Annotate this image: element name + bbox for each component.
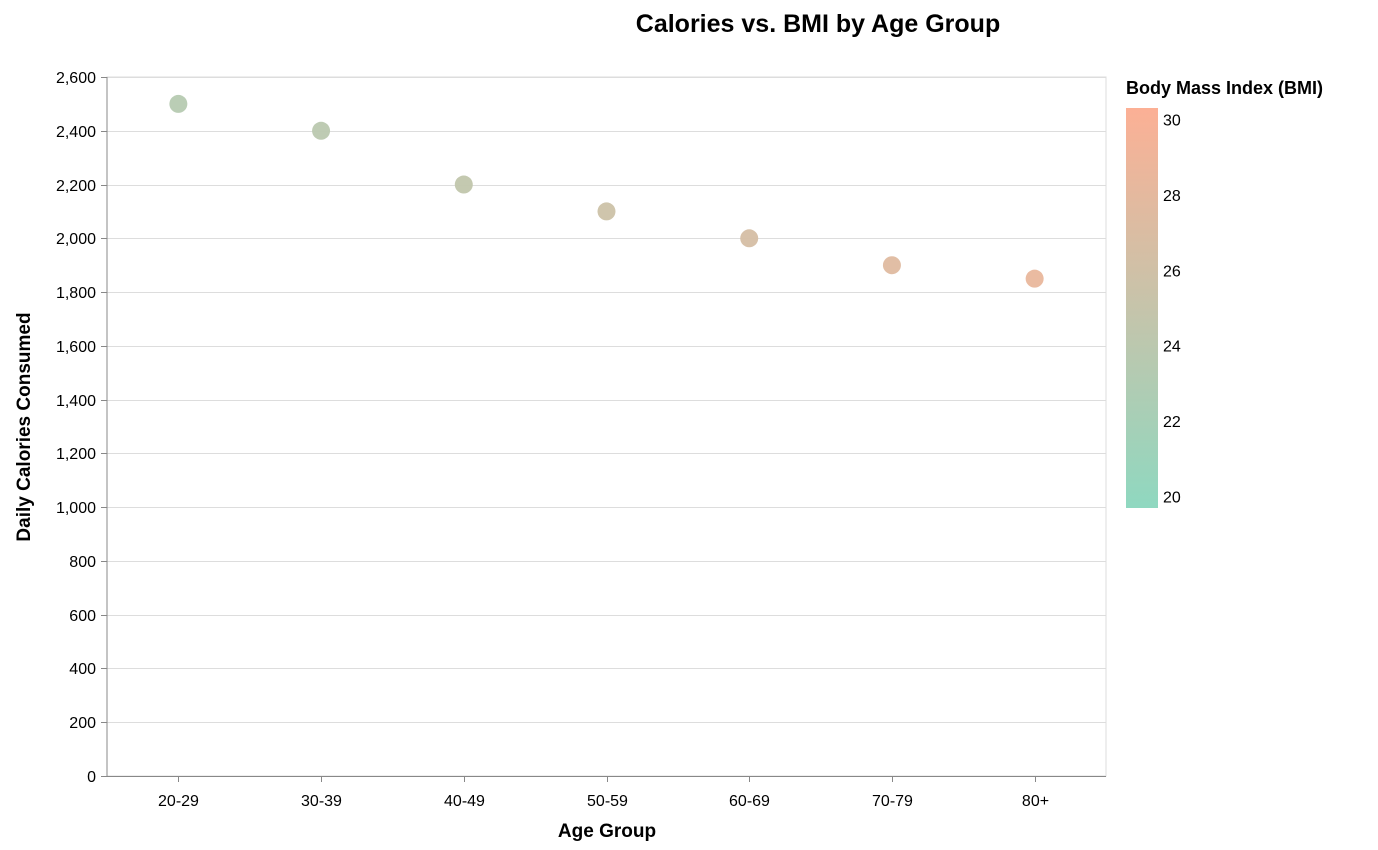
- legend-tick-label: 24: [1163, 339, 1181, 356]
- data-point: [597, 202, 616, 221]
- y-tick-label: 800: [69, 554, 96, 571]
- y-tick-label: 2,000: [56, 231, 96, 248]
- data-point: [312, 121, 331, 140]
- data-points: [169, 94, 1044, 288]
- x-axis: 20-29 30-39 40-49 50-59 60-69 70-79 80+: [158, 776, 1049, 810]
- y-axis-title: Daily Calories Consumed: [14, 312, 35, 541]
- y-tick-label: 1,200: [56, 446, 96, 463]
- y-tick-label: 2,600: [56, 70, 96, 87]
- legend-tick-label: 26: [1163, 263, 1181, 280]
- x-tick-label: 60-69: [729, 793, 770, 810]
- y-tick-label: 400: [69, 661, 96, 678]
- legend-tick-label: 20: [1163, 490, 1181, 507]
- data-point: [169, 94, 188, 113]
- data-point: [1025, 269, 1044, 288]
- y-axis: 0 200 400 600 800 1,000 1,200 1,400 1,600 1,800 2,…: [56, 70, 107, 786]
- data-point: [454, 175, 473, 194]
- legend: Body Mass Index (BMI) 20 22 24 26 28 30: [1126, 78, 1323, 508]
- y-tick-label: 1,800: [56, 285, 96, 302]
- y-tick-label: 1,000: [56, 500, 96, 517]
- legend-tick-label: 30: [1163, 112, 1181, 129]
- y-tick-label: 600: [69, 608, 96, 625]
- x-tick-label: 70-79: [872, 793, 913, 810]
- legend-ticks: 20 22 24 26 28 30: [1163, 112, 1181, 506]
- x-tick-label: 80+: [1022, 793, 1049, 810]
- y-tick-label: 0: [87, 769, 96, 786]
- y-tick-label: 1,400: [56, 393, 96, 410]
- data-point: [882, 256, 901, 275]
- legend-tick-label: 22: [1163, 414, 1181, 431]
- data-point: [740, 229, 759, 248]
- y-tick-label: 2,400: [56, 124, 96, 141]
- plot-frame: [106, 76, 1107, 777]
- x-axis-title: Age Group: [558, 821, 656, 842]
- y-tick-label: 1,600: [56, 339, 96, 356]
- x-tick-label: 20-29: [158, 793, 199, 810]
- chart-title: Calories vs. BMI by Age Group: [636, 10, 1000, 38]
- grid-lines: [107, 77, 1106, 723]
- x-tick-label: 50-59: [587, 793, 628, 810]
- x-tick-label: 40-49: [444, 793, 485, 810]
- legend-gradient-bar: [1126, 108, 1158, 508]
- y-tick-label: 2,200: [56, 178, 96, 195]
- legend-title: Body Mass Index (BMI): [1126, 78, 1323, 98]
- legend-tick-label: 28: [1163, 188, 1181, 205]
- x-tick-label: 30-39: [301, 793, 342, 810]
- y-tick-label: 200: [69, 715, 96, 732]
